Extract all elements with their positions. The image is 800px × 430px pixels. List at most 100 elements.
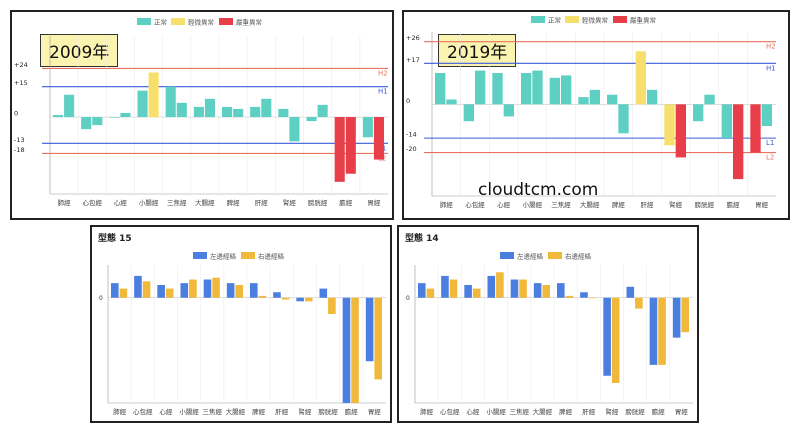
x-tick-label: 小腸經	[179, 407, 199, 416]
bar-大腸經	[542, 284, 550, 298]
year-label: 2009年	[40, 34, 119, 67]
legend-swatch	[500, 252, 514, 259]
bar-大腸經	[193, 106, 204, 118]
bar-脾經	[618, 104, 629, 134]
bar-心包經	[142, 281, 151, 298]
legend-label: 輕微異常	[582, 16, 608, 25]
bar-膀胱經	[626, 286, 635, 298]
x-tick-label: 心經	[497, 200, 511, 209]
bar-脾經	[222, 106, 233, 118]
y-tick-label: -13	[14, 136, 25, 144]
bar-膽經	[345, 117, 356, 174]
watermark: cloudtcm.com	[478, 180, 599, 200]
bar-心包經	[92, 117, 103, 126]
bar-肺經	[418, 283, 426, 298]
x-tick-label: 肺經	[440, 200, 454, 209]
y-tick-label: 0	[99, 295, 103, 302]
chart-panel-2009: 2009年 正常輕微異常嚴重異常+24H2+15H10-13L1-18L2肺經心…	[10, 10, 394, 220]
bar-膀胱經	[319, 288, 328, 298]
x-tick-label: 胃經	[755, 200, 769, 209]
bar-大腸經	[533, 283, 542, 298]
x-tick-label: 膽經	[727, 200, 741, 209]
legend-label: 嚴重異常	[236, 18, 262, 27]
bar-肝經	[588, 297, 597, 299]
x-tick-label: 胃經	[675, 407, 689, 416]
x-tick-label: 大腸經	[533, 407, 553, 416]
x-tick-label: 三焦經	[551, 200, 571, 209]
bar-小腸經	[148, 72, 159, 118]
x-tick-label: 腎經	[298, 407, 312, 416]
bar-大腸經	[589, 89, 600, 105]
bar-心經	[157, 284, 165, 298]
bar-脾經	[250, 283, 258, 298]
bar-心包經	[463, 104, 474, 122]
chart-title: 型態 14	[405, 234, 439, 244]
bar-肝經	[635, 51, 646, 105]
bar-膽經	[721, 104, 732, 139]
x-tick-label: 膽經	[652, 407, 666, 416]
bar-小腸經	[496, 272, 504, 298]
bar-膀胱經	[704, 94, 715, 105]
bar-腎經	[278, 108, 289, 118]
x-tick-label: 脾經	[559, 407, 573, 416]
bar-胃經	[672, 297, 681, 338]
x-tick-label: 心經	[114, 198, 128, 207]
bar-膀胱經	[306, 117, 317, 122]
bar-小腸經	[137, 90, 148, 118]
bar-腎經	[664, 104, 675, 146]
bar-膀胱經	[693, 104, 704, 122]
bar-腎經	[603, 297, 611, 376]
legend-swatch	[548, 252, 562, 259]
x-tick-label: 膽經	[345, 407, 359, 416]
reference-line-label: L1	[766, 139, 774, 147]
x-tick-label: 肺經	[113, 407, 127, 416]
bar-三焦經	[212, 277, 220, 298]
x-tick-label: 大腸經	[580, 200, 600, 209]
x-tick-label: 肺經	[58, 198, 72, 207]
bar-胃經	[365, 297, 374, 362]
x-tick-label: 腎經	[605, 407, 619, 416]
bar-膽經	[658, 297, 666, 365]
x-tick-label: 脾經	[612, 200, 626, 209]
x-tick-label: 腎經	[283, 198, 297, 207]
x-tick-label: 膀胱經	[308, 198, 328, 207]
y-tick-label: +26	[406, 34, 420, 42]
x-tick-label: 肝經	[582, 407, 596, 416]
x-tick-label: 小腸經	[139, 198, 159, 207]
bar-胃經	[373, 117, 384, 160]
bar-肝經	[647, 89, 658, 105]
bar-心經	[120, 112, 131, 118]
x-tick-label: 大腸經	[226, 407, 246, 416]
bar-脾經	[557, 283, 565, 298]
y-tick-label: 0	[14, 110, 18, 118]
bar-大腸經	[226, 283, 235, 298]
bar-膽經	[733, 104, 744, 180]
x-tick-label: 膀胱經	[625, 407, 645, 416]
bar-心經	[492, 73, 503, 105]
x-tick-label: 心經	[159, 407, 173, 416]
chart-svg: 正常 輕微異常 嚴重異常 +26 H2 +17 H1 0 -14 L1 -20 L2 肺經 心包經 心經 小腸…	[406, 16, 776, 209]
y-tick-label: -20	[406, 145, 417, 153]
bar-肺經	[435, 73, 446, 105]
x-tick-label: 小腸經	[486, 407, 506, 416]
bar-肝經	[281, 297, 290, 300]
bar-心包經	[449, 279, 458, 298]
bar-膀胱經	[328, 297, 336, 315]
bar-大腸經	[204, 98, 215, 118]
bar-膽經	[351, 297, 359, 403]
x-tick-label: 肝經	[641, 200, 655, 209]
legend-label: 嚴重異常	[630, 16, 656, 25]
bar-肝經	[250, 106, 261, 118]
bar-心經	[165, 288, 174, 298]
reference-line-label: H1	[378, 88, 388, 96]
bar-心包經	[134, 275, 142, 298]
y-tick-label: +15	[14, 79, 28, 87]
x-tick-label: 腎經	[669, 200, 683, 209]
bar-心包經	[441, 275, 449, 298]
legend-label: 正常	[548, 16, 561, 25]
reference-line-label: H2	[766, 43, 776, 51]
bar-腎經	[296, 297, 304, 302]
bar-腎經	[611, 297, 620, 384]
